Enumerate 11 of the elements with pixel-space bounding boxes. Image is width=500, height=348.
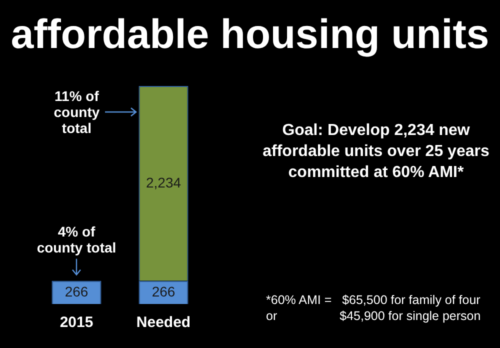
data-label: 266 bbox=[152, 283, 176, 300]
x-tick-label: 2015 bbox=[60, 314, 94, 332]
x-tick-label: Needed bbox=[136, 314, 191, 332]
text: or $45,900 for single person bbox=[266, 309, 481, 323]
chart-title: affordable housing units bbox=[10, 10, 490, 59]
annotation: 4% of county total bbox=[36, 224, 116, 256]
data-label: 2,234 bbox=[146, 174, 182, 190]
annotation: 11% of county total bbox=[52, 88, 101, 136]
text: *60% AMI = $65,500 for family of four bbox=[266, 293, 480, 307]
text: Goal: Develop 2,234 new affordable units over 25 years committed at 60% AMI* bbox=[262, 121, 490, 183]
data-label: 266 bbox=[64, 283, 88, 300]
